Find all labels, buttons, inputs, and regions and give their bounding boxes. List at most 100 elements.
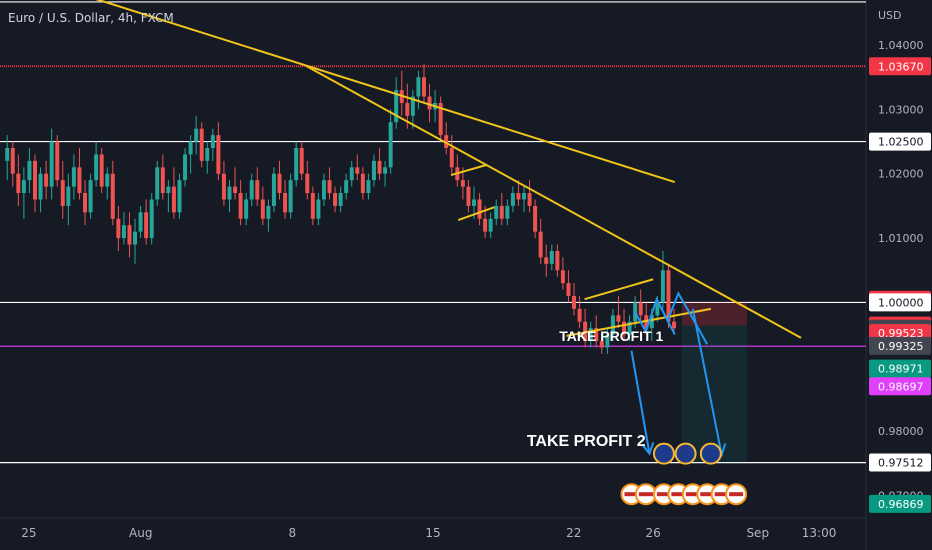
candle-down [405, 102, 410, 116]
position-target-zone [681, 325, 747, 463]
candle-down [216, 135, 221, 174]
candle-down [555, 250, 560, 271]
symbol-title[interactable]: Euro / U.S. Dollar, 4h, FXCM [8, 11, 174, 25]
annotation-label: TAKE PROFIT 1 [559, 328, 663, 344]
candle-down [638, 302, 643, 316]
projection-path[interactable] [655, 298, 676, 336]
projection-path[interactable] [688, 311, 709, 345]
candle-down [55, 141, 60, 181]
candle-up [105, 173, 110, 187]
candle-up [349, 167, 354, 181]
trendline[interactable] [584, 278, 654, 301]
us-flag-stripe-icon [714, 492, 729, 497]
candle-up [249, 180, 254, 200]
time-tick-label: 15 [425, 526, 440, 540]
candle-up [321, 180, 326, 200]
candle-up [138, 212, 143, 232]
candle-up [155, 167, 160, 200]
candle-up [338, 193, 343, 206]
eu-event-icon[interactable] [674, 442, 697, 465]
candle-up [49, 141, 54, 187]
price-badge[interactable] [869, 377, 931, 396]
candle-down [599, 341, 604, 348]
candle-down [616, 315, 621, 322]
candle-up [383, 167, 388, 174]
candle-up [410, 96, 415, 116]
candle-up [205, 148, 210, 161]
trendline[interactable] [306, 65, 802, 339]
candle-down [283, 193, 288, 213]
price-badge[interactable] [869, 453, 931, 472]
candle-down [355, 167, 360, 174]
candle-down [460, 180, 465, 187]
candle-up [655, 302, 660, 316]
us-flag-stripe-icon [656, 492, 671, 497]
trendline[interactable] [566, 307, 712, 337]
price-badge-value: 1.03670 [878, 60, 924, 73]
candle-up [549, 250, 554, 264]
candle-up [133, 231, 138, 245]
candle-up [649, 315, 654, 329]
price-tick-label: 1.01000 [878, 232, 924, 245]
candle-up [194, 128, 199, 142]
candle-down [449, 148, 454, 168]
candle-down [44, 173, 49, 187]
candle-down [360, 173, 365, 194]
price-badge[interactable] [869, 336, 931, 355]
candle-down [310, 193, 315, 219]
candle-up [94, 154, 99, 181]
candle-down [438, 102, 443, 136]
candle-down [583, 321, 588, 342]
time-tick-label: 13:00 [802, 526, 837, 540]
eu-event-icon[interactable] [699, 442, 722, 465]
candle-up [88, 180, 93, 213]
price-badge[interactable] [869, 57, 931, 76]
candle-down [144, 212, 149, 239]
projection-arrow-shaft[interactable] [630, 350, 651, 454]
price-badge[interactable] [869, 359, 931, 378]
candle-up [416, 77, 421, 97]
candle-down [260, 199, 265, 219]
candle-down [10, 148, 15, 174]
candle-down [83, 193, 88, 213]
candle-down [672, 321, 677, 329]
candle-down [527, 193, 532, 206]
candle-up [5, 148, 10, 161]
candle-up [177, 180, 182, 213]
price-badge-value: 0.99325 [878, 340, 924, 353]
candle-up [294, 148, 299, 181]
price-badge[interactable] [869, 494, 931, 513]
candle-down [499, 205, 504, 219]
trendline[interactable] [7, 0, 676, 184]
candle-up [494, 205, 499, 219]
time-tick-label: 26 [645, 526, 660, 540]
candle-down [466, 186, 471, 206]
us-flag-stripe-icon [685, 492, 700, 497]
price-badge[interactable] [869, 293, 931, 312]
candle-up [471, 199, 476, 206]
projection-arrow-shaft[interactable] [691, 308, 723, 456]
price-badge-value: 1.02500 [878, 136, 924, 149]
price-tick-label: 1.02000 [878, 168, 924, 181]
candle-down [622, 321, 627, 335]
time-tick-label: 8 [288, 526, 296, 540]
us-flag-stripe-icon [671, 492, 686, 497]
candle-up [610, 315, 615, 335]
time-tick-label: 22 [566, 526, 581, 540]
candle-down [572, 296, 577, 309]
candle-up [394, 90, 399, 123]
trendline[interactable] [450, 163, 488, 176]
candle-down [477, 199, 482, 219]
price-tick-label: 1.04000 [878, 39, 924, 52]
candle-down [33, 160, 38, 200]
trendline[interactable] [457, 206, 495, 222]
price-tick-label: 1.03000 [878, 103, 924, 116]
price-badge[interactable] [869, 132, 931, 151]
candle-up [271, 173, 276, 206]
candle-down [255, 180, 260, 200]
price-badge-value: 1.00000 [878, 296, 924, 309]
eu-event-icon[interactable] [652, 442, 675, 465]
candle-down [516, 193, 521, 200]
price-badge-value: 0.96869 [878, 498, 924, 511]
